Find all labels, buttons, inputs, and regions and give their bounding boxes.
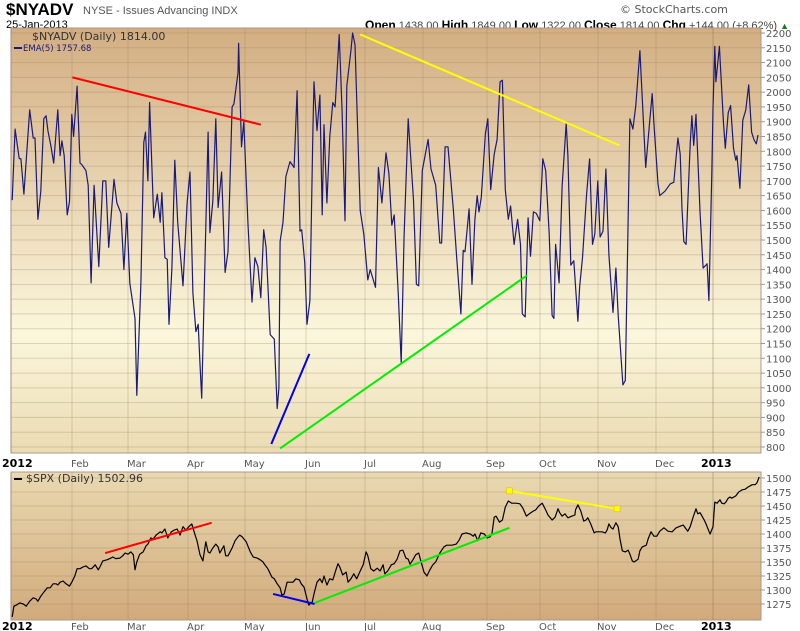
green-trendline: [279, 274, 528, 450]
x-tick-label: Feb: [71, 459, 89, 470]
yellow-trendline: [359, 33, 620, 147]
svg-text:1600: 1600: [766, 206, 791, 217]
svg-text:1450: 1450: [766, 251, 791, 262]
stockcharts-credit: © StockCharts.com: [620, 3, 728, 16]
x-tick-label: 2012: [2, 457, 33, 470]
svg-text:2150: 2150: [766, 44, 791, 55]
x-tick-label: Jun: [304, 459, 321, 470]
x-tick-label: 2012: [2, 620, 33, 631]
x-tick-label: Sep: [486, 459, 505, 470]
x-tick-label: 2013: [701, 457, 732, 470]
x-tick-label: Mar: [127, 622, 147, 631]
x-axis-labels-upper: 2012 Feb Mar Apr May Jun Jul Aug Sep Oct Nov Dec 201…: [2, 457, 732, 470]
svg-text:2200: 2200: [766, 29, 791, 40]
blue-trendline: [270, 353, 311, 445]
x-tick-label: May: [244, 459, 265, 470]
svg-text:850: 850: [766, 428, 785, 439]
svg-text:1425: 1425: [766, 516, 791, 527]
x-tick-label: Jul: [363, 459, 376, 470]
svg-text:1750: 1750: [766, 162, 791, 173]
x-tick-label: Dec: [655, 622, 674, 631]
svg-text:1150: 1150: [766, 340, 791, 351]
svg-text:1325: 1325: [766, 572, 791, 583]
x-tick-label: Jun: [304, 622, 321, 631]
svg-text:1475: 1475: [766, 488, 791, 499]
x-tick-label: Oct: [539, 622, 556, 631]
x-tick-label: Nov: [597, 459, 617, 470]
svg-text:1050: 1050: [766, 369, 791, 380]
svg-text:1500: 1500: [766, 474, 791, 485]
nyadv-legend: $NYADV (Daily) 1814.00: [32, 30, 165, 43]
x-tick-label: Aug: [422, 459, 442, 470]
x-tick-label: Sep: [486, 622, 505, 631]
ema-legend: EMA(5) 1757.68: [23, 44, 91, 54]
blue-trendline: [272, 592, 315, 605]
x-axis-labels-lower: 2012 Feb Mar Apr May Jun Jul Aug Sep Oct Nov Dec 201…: [2, 620, 732, 631]
x-tick-label: Aug: [422, 622, 442, 631]
x-tick-label: Oct: [539, 459, 556, 470]
svg-text:1250: 1250: [766, 310, 791, 321]
symbol-name: NYSE - Issues Advancing INDX: [83, 5, 238, 17]
svg-text:2000: 2000: [766, 88, 791, 99]
svg-text:1300: 1300: [766, 586, 791, 597]
spx-panel: 1275 1300 1325 1350 1375 1400 1425 1450 1475 1500…: [10, 471, 791, 621]
red-trendline: [104, 521, 212, 555]
x-tick-label: May: [244, 622, 265, 631]
svg-text:1375: 1375: [766, 544, 791, 555]
green-trendline: [314, 526, 510, 604]
svg-text:1200: 1200: [766, 325, 791, 336]
svg-text:1400: 1400: [766, 530, 791, 541]
svg-text:1350: 1350: [766, 558, 791, 569]
svg-text:1450: 1450: [766, 502, 791, 513]
red-trendline: [72, 76, 262, 126]
svg-text:1800: 1800: [766, 147, 791, 158]
svg-text:1900: 1900: [766, 118, 791, 129]
x-tick-label: Mar: [127, 459, 147, 470]
svg-text:1300: 1300: [766, 295, 791, 306]
svg-text:1850: 1850: [766, 133, 791, 144]
svg-text:900: 900: [766, 413, 785, 424]
x-tick-label: Nov: [597, 622, 617, 631]
svg-text:1550: 1550: [766, 221, 791, 232]
svg-text:1350: 1350: [766, 280, 791, 291]
x-tick-label: Feb: [71, 622, 89, 631]
series-line: [11, 32, 591, 410]
symbol-title: $NYADV: [6, 0, 74, 19]
svg-text:1650: 1650: [766, 192, 791, 203]
x-tick-label: 2013: [701, 620, 732, 631]
spx-legend: $SPX (Daily) 1502.96: [26, 472, 143, 485]
svg-text:1275: 1275: [766, 600, 791, 611]
svg-text:1400: 1400: [766, 266, 791, 277]
svg-text:2050: 2050: [766, 73, 791, 84]
svg-text:1100: 1100: [766, 354, 791, 365]
svg-text:1500: 1500: [766, 236, 791, 247]
x-tick-label: Apr: [187, 459, 205, 470]
x-tick-label: Jul: [363, 622, 376, 631]
series-line: [589, 45, 759, 386]
yellow-trendline: [509, 489, 618, 510]
svg-text:1950: 1950: [766, 103, 791, 114]
svg-text:800: 800: [766, 443, 785, 454]
x-tick-label: Dec: [655, 459, 674, 470]
nyadv-panel: 800 850 900 950 1000 1050 1100 1150 1200 1250 1300…: [10, 27, 791, 454]
svg-text:2100: 2100: [766, 59, 791, 70]
svg-text:950: 950: [766, 399, 785, 410]
up-arrow-icon: ▲: [780, 21, 790, 31]
x-tick-label: Apr: [187, 622, 205, 631]
series-line: [11, 476, 760, 617]
svg-text:1000: 1000: [766, 384, 791, 395]
svg-text:1700: 1700: [766, 177, 791, 188]
